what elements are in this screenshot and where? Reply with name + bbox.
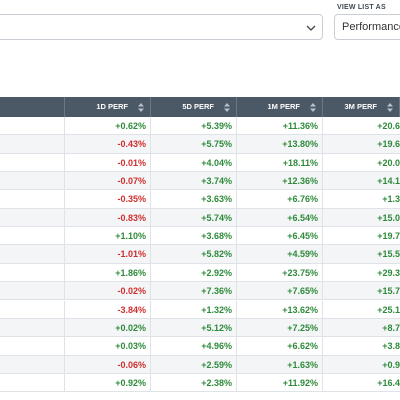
- perf-cell: +13.80%: [237, 135, 323, 154]
- perf-cell: +2.38%: [151, 373, 237, 393]
- perf-cell: +5.74%: [151, 208, 237, 228]
- perf-cell: +11.36%: [237, 117, 323, 136]
- perf-cell: -0.07%: [65, 172, 151, 191]
- perf-cell: +7.25%: [237, 318, 323, 338]
- perf-cell: +13.62%: [237, 300, 323, 319]
- perf-cell: +12.36%: [237, 172, 323, 191]
- row-cell: [0, 373, 65, 393]
- perf-cell: -0.43%: [65, 135, 151, 154]
- perf-cell: +0.92%: [65, 373, 151, 393]
- perf-cell: -0.02%: [65, 282, 151, 301]
- perf-cell: +2.59%: [151, 355, 237, 374]
- perf-cell: +8.7: [323, 318, 400, 338]
- perf-cell: +20.0: [323, 153, 400, 173]
- perf-cell: +6.62%: [237, 337, 323, 356]
- perf-cell: +14.1: [323, 172, 400, 191]
- perf-cell: +3.74%: [151, 172, 237, 191]
- perf-cell: +4.04%: [151, 153, 237, 173]
- symbol-select[interactable]: [0, 14, 323, 40]
- sort-icon: [224, 103, 230, 112]
- sort-icon: [387, 103, 393, 112]
- perf-cell: +15.0: [323, 208, 400, 228]
- perf-cell: -0.35%: [65, 190, 151, 209]
- header-cell[interactable]: 1D PERF: [65, 97, 151, 117]
- perf-cell: +7.36%: [151, 282, 237, 301]
- perf-cell: +23.75%: [237, 263, 323, 283]
- chevron: [306, 25, 316, 31]
- perf-cell: -3.84%: [65, 300, 151, 319]
- row-cell: [0, 337, 65, 356]
- row-cell: [0, 153, 65, 173]
- perf-cell: -0.83%: [65, 208, 151, 228]
- row-cell: [0, 190, 65, 209]
- row-cell: [0, 117, 65, 136]
- perf-cell: +3.68%: [151, 227, 237, 246]
- perf-cell: +6.45%: [237, 227, 323, 246]
- perf-cell: +29.3: [323, 263, 400, 283]
- row-cell: [0, 208, 65, 228]
- view-list-label: VIEW LIST AS: [337, 4, 386, 11]
- perf-cell: +11.92%: [237, 373, 323, 393]
- perf-cell: +1.86%: [65, 263, 151, 283]
- perf-cell: +20.6: [323, 117, 400, 136]
- row-cell: [0, 135, 65, 154]
- row-cell: [0, 172, 65, 191]
- perf-cell: +15.5: [323, 245, 400, 264]
- perf-cell: -0.01%: [65, 153, 151, 173]
- header-cell[interactable]: 5D PERF: [151, 97, 237, 117]
- perf-cell: -0.06%: [65, 355, 151, 374]
- row-cell: [0, 263, 65, 283]
- perf-cell: +3.8: [323, 337, 400, 356]
- perf-cell: +0.03%: [65, 337, 151, 356]
- perf-cell: +1.32%: [151, 300, 237, 319]
- perf-cell: +18.11%: [237, 153, 323, 173]
- row-cell: [0, 245, 65, 264]
- perf-cell: +5.39%: [151, 117, 237, 136]
- perf-cell: +4.59%: [237, 245, 323, 264]
- row-cell: [0, 318, 65, 338]
- perf-cell: +0.02%: [65, 318, 151, 338]
- header-cell[interactable]: [0, 97, 65, 117]
- perf-cell: +19.7: [323, 227, 400, 246]
- perf-cell: +0.9: [323, 355, 400, 374]
- perf-cell: +0.62%: [65, 117, 151, 136]
- row-cell: [0, 227, 65, 246]
- perf-cell: +6.54%: [237, 208, 323, 228]
- sort-icon: [310, 103, 316, 112]
- perf-cell: +1.3: [323, 190, 400, 209]
- perf-cell: +3.63%: [151, 190, 237, 209]
- perf-cell: +7.65%: [237, 282, 323, 301]
- perf-cell: +25.1: [323, 300, 400, 319]
- perf-cell: +16.4: [323, 373, 400, 393]
- sort-icon: [138, 103, 144, 112]
- header-cell[interactable]: 1M PERF: [237, 97, 323, 117]
- row-cell: [0, 282, 65, 301]
- row-cell: [0, 355, 65, 374]
- perf-cell: +1.10%: [65, 227, 151, 246]
- perf-cell: +1.63%: [237, 355, 323, 374]
- perf-cell: +5.12%: [151, 318, 237, 338]
- perf-cell: +5.75%: [151, 135, 237, 154]
- perf-cell: +5.82%: [151, 245, 237, 264]
- perf-cell: +2.92%: [151, 263, 237, 283]
- perf-cell: -1.01%: [65, 245, 151, 264]
- perf-cell: +6.76%: [237, 190, 323, 209]
- perf-cell: +15.7: [323, 282, 400, 301]
- view-select[interactable]: Performance: [334, 14, 400, 40]
- header-cell[interactable]: 3M PERF: [323, 97, 400, 117]
- row-cell: [0, 300, 65, 319]
- view-value: Performance: [342, 21, 400, 33]
- perf-cell: +4.96%: [151, 337, 237, 356]
- perf-cell: +19.6: [323, 135, 400, 154]
